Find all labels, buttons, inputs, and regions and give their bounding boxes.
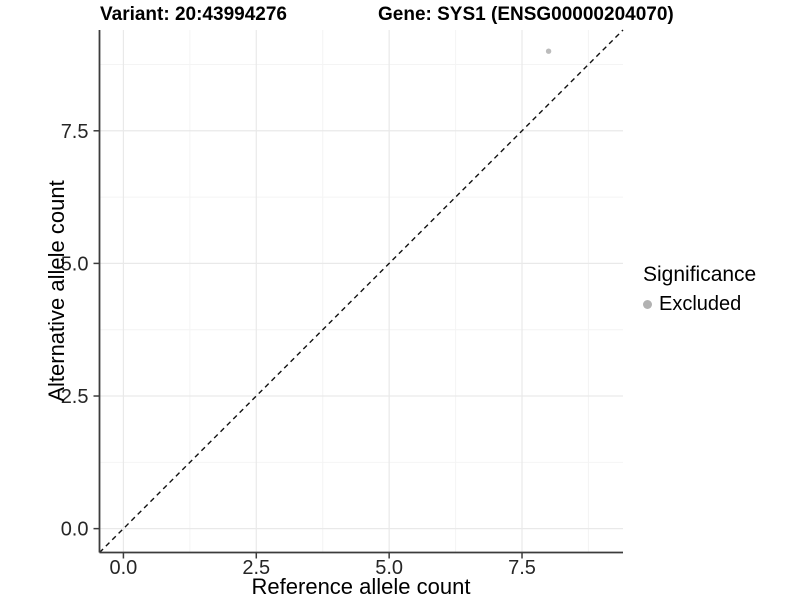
x-tick-label: 2.5: [242, 557, 270, 579]
legend-item-excluded: Excluded: [643, 293, 756, 316]
x-tick-label: 0.0: [110, 557, 138, 579]
y-tick-label: 7.5: [61, 121, 89, 143]
x-axis-title: Reference allele count: [252, 574, 471, 599]
identity-line: [99, 29, 624, 553]
y-tick-label: 0.0: [61, 519, 89, 541]
x-tick-label: 7.5: [508, 557, 536, 579]
y-tick-label: 5.0: [61, 253, 89, 275]
legend-title: Significance: [643, 263, 757, 286]
legend: Significance Excluded: [643, 263, 756, 316]
legend-point-icon: [643, 300, 652, 309]
y-tick-label: 2.5: [61, 386, 89, 408]
data-point: [545, 48, 552, 54]
legend-item-label: Excluded: [659, 293, 742, 315]
title-variant: Variant: 20:43994276: [100, 4, 287, 25]
title-gene: Gene: SYS1 (ENSG00000204070): [378, 4, 674, 25]
chart-generated-layer: 0.0 2.5 5.0 7.5 0.0 2.5 5.0 7.5: [61, 29, 624, 579]
y-axis-title: Alternative allele count: [44, 180, 69, 401]
x-tick-label: 5.0: [375, 557, 403, 579]
